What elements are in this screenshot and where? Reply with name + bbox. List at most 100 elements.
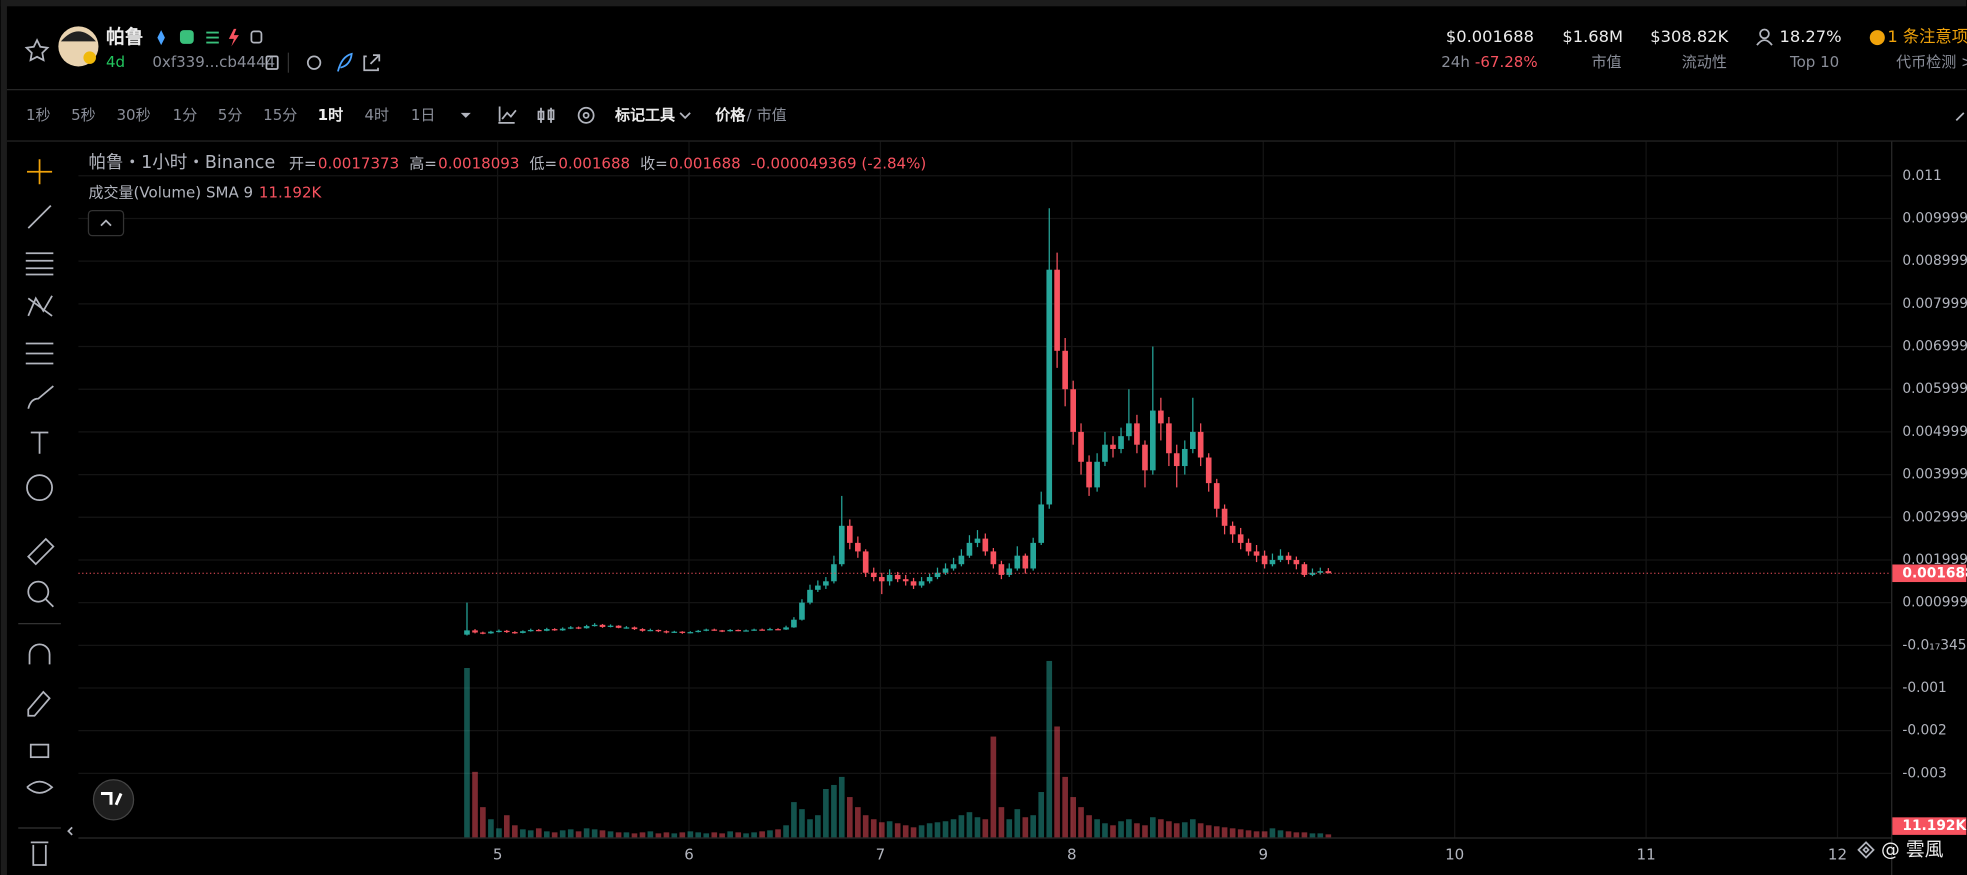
ohlc-legend: 开= 0.0017373 高= 0.0018093 低= 0.001688 收= 0.0016… bbox=[289, 155, 926, 173]
interval-option[interactable]: 1日 bbox=[411, 106, 436, 124]
emoji-tool[interactable] bbox=[26, 474, 53, 502]
share-button[interactable] bbox=[363, 54, 381, 72]
badge-icon bbox=[179, 30, 194, 44]
candle-body bbox=[1006, 568, 1013, 575]
volume-bar bbox=[1102, 823, 1108, 838]
legend-label: 低= bbox=[529, 155, 557, 173]
y-tick-label: 0.0099999 bbox=[1902, 210, 1967, 226]
volume-bar bbox=[1181, 822, 1188, 838]
lock-tool[interactable] bbox=[29, 743, 50, 759]
settings-button[interactable] bbox=[582, 111, 590, 119]
drawing-tools[interactable]: 标记工具 bbox=[614, 106, 675, 124]
volume-bar bbox=[751, 832, 757, 838]
x-tick-label: 11 bbox=[1637, 845, 1656, 863]
tradingview-logo[interactable] bbox=[92, 779, 135, 821]
brush-tool[interactable] bbox=[27, 385, 54, 409]
volume-bar bbox=[639, 832, 646, 838]
candle-body bbox=[1253, 551, 1260, 556]
interval-option[interactable]: 1分 bbox=[173, 106, 198, 124]
candle-body bbox=[958, 555, 965, 565]
interval-option[interactable]: 30秒 bbox=[116, 106, 150, 124]
interval-option[interactable]: 5分 bbox=[218, 106, 243, 124]
search-button[interactable] bbox=[306, 55, 322, 70]
candle-body bbox=[1046, 269, 1053, 505]
pattern-tool[interactable] bbox=[27, 295, 53, 317]
interval-dropdown[interactable] bbox=[460, 112, 471, 118]
volume-bar bbox=[464, 667, 470, 838]
volume-bar bbox=[1293, 832, 1300, 838]
copy-button[interactable] bbox=[265, 55, 279, 70]
indicator-button[interactable] bbox=[498, 106, 517, 124]
favorite-star[interactable] bbox=[24, 38, 50, 62]
warning-count[interactable]: 1 条注意项 bbox=[1887, 27, 1967, 46]
volume-bar bbox=[647, 831, 654, 838]
x-tick-label: 10 bbox=[1445, 845, 1464, 863]
settings-button[interactable] bbox=[577, 106, 595, 124]
candle-body bbox=[631, 627, 638, 630]
volume-bar bbox=[727, 831, 733, 838]
volume-bar bbox=[503, 815, 510, 838]
twitter-search-button[interactable] bbox=[337, 52, 353, 72]
candle-body bbox=[695, 630, 702, 633]
volume-bar bbox=[1038, 792, 1045, 838]
crosshair-tool[interactable] bbox=[27, 159, 53, 185]
candle-body bbox=[535, 629, 542, 632]
projection-tool[interactable] bbox=[25, 342, 54, 365]
volume-bar bbox=[886, 821, 893, 838]
collapse-legend-button[interactable] bbox=[87, 209, 125, 237]
y-tick-label: 0.0089999 bbox=[1902, 253, 1967, 269]
candle-body bbox=[807, 589, 813, 603]
zoom-tool[interactable] bbox=[27, 580, 50, 603]
candle-body bbox=[838, 525, 845, 565]
price-label: 24h bbox=[1441, 53, 1470, 71]
legend-value: 0.001688 bbox=[558, 155, 630, 173]
candle-body bbox=[1030, 542, 1036, 569]
market-cap-toggle[interactable]: 市值 bbox=[757, 106, 787, 124]
scroll-left[interactable] bbox=[67, 826, 73, 836]
interval-option[interactable]: 1时 bbox=[318, 106, 344, 124]
candle-body bbox=[711, 629, 718, 631]
volume-bar bbox=[631, 833, 638, 838]
candle-body bbox=[878, 577, 885, 582]
delete-tool[interactable] bbox=[30, 841, 49, 866]
volume-bar bbox=[480, 807, 486, 838]
chart-type-button[interactable] bbox=[537, 107, 555, 123]
volume-bar bbox=[607, 831, 614, 838]
interval-option[interactable]: 4时 bbox=[364, 106, 389, 124]
interval-option[interactable]: 15分 bbox=[263, 106, 297, 124]
volume-bar bbox=[767, 830, 773, 838]
magnet-tool[interactable] bbox=[28, 643, 51, 665]
zoom-tool[interactable] bbox=[45, 598, 54, 608]
chart-plot bbox=[78, 141, 1892, 838]
hide-tool[interactable] bbox=[26, 780, 54, 794]
trend-line-tool[interactable] bbox=[27, 204, 52, 229]
token-check-link[interactable]: 代币检测 > bbox=[1896, 53, 1967, 71]
header-divider bbox=[6, 89, 1967, 91]
candle-body bbox=[759, 629, 765, 631]
interval-option[interactable]: 1秒 bbox=[26, 106, 51, 124]
drawing-tools-chevron bbox=[679, 112, 691, 120]
volume-sma-badge bbox=[1892, 817, 1967, 835]
candle-body bbox=[623, 627, 630, 629]
candle-body bbox=[950, 564, 957, 569]
y-tick-label: 0.0059999 bbox=[1902, 381, 1967, 397]
lock-drawing-tool[interactable] bbox=[27, 690, 51, 717]
fullscreen-button[interactable] bbox=[1955, 112, 1965, 121]
measure-tool[interactable] bbox=[27, 537, 55, 566]
volume-bar bbox=[1142, 825, 1148, 838]
candle-body bbox=[823, 581, 829, 586]
token-address[interactable]: 0xf339...cb4444 bbox=[152, 53, 275, 71]
volume-bar bbox=[870, 819, 877, 838]
text-tool[interactable] bbox=[30, 431, 49, 454]
candle-body bbox=[1014, 555, 1021, 569]
volume-bar bbox=[719, 833, 725, 838]
avatar-badge bbox=[83, 51, 96, 64]
candle-body bbox=[503, 630, 510, 633]
interval-option[interactable]: 5秒 bbox=[71, 106, 96, 124]
price-toggle[interactable]: 价格 bbox=[715, 106, 746, 124]
fib-tool[interactable] bbox=[25, 252, 54, 276]
candle-body bbox=[1221, 508, 1228, 526]
candle-body bbox=[599, 624, 606, 627]
price-value: $0.001688 bbox=[1446, 27, 1534, 46]
volume-bar bbox=[799, 809, 805, 838]
